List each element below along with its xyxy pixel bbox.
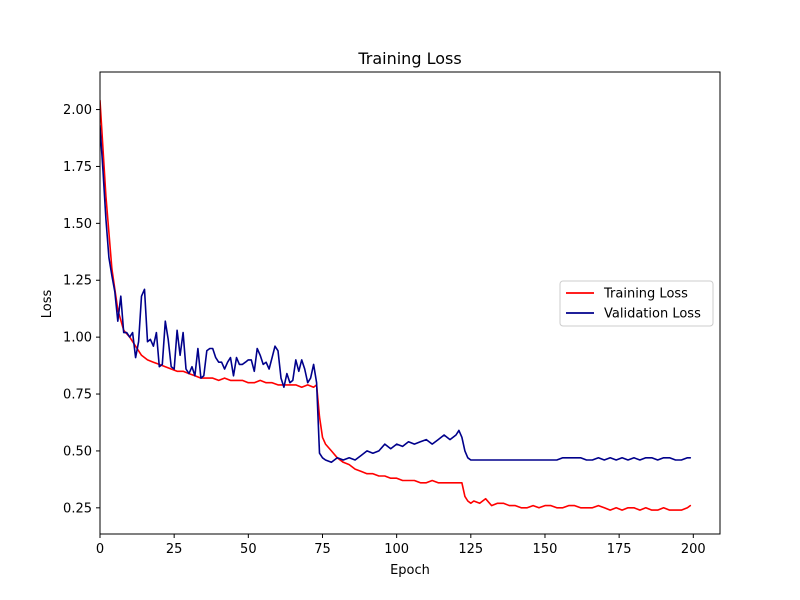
axes-layer: 0 25 50 75 100 125 150 175 200 0.25 0.50 0.75 1.00 1.… — [63, 71, 721, 557]
x-tick-label: 75 — [314, 542, 331, 557]
x-axis-label: Epoch — [390, 563, 430, 578]
legend: Training Loss Validation Loss — [559, 280, 714, 327]
y-tick-label: 1.00 — [63, 331, 92, 346]
chart-title: Training Loss — [357, 49, 461, 68]
y-tick-label: 0.50 — [63, 444, 92, 459]
series-line-training-loss — [100, 99, 692, 511]
y-tick-label: 0.25 — [63, 501, 92, 516]
x-tick-label: 150 — [533, 542, 558, 557]
x-tick-label: 25 — [166, 542, 183, 557]
y-tick-label: 0.75 — [63, 388, 92, 403]
y-tick-label: 1.50 — [63, 217, 92, 232]
x-tick-label: 200 — [681, 542, 706, 557]
y-tick-label: 2.00 — [63, 103, 92, 118]
x-tick-label: 0 — [96, 542, 104, 557]
series-group — [100, 99, 692, 511]
x-tick-label: 125 — [458, 542, 483, 557]
x-tick-label: 100 — [384, 542, 409, 557]
plot-frame — [99, 71, 721, 535]
series-line-validation-loss — [100, 124, 692, 464]
y-axis-label: Loss — [40, 290, 55, 319]
series-layer — [100, 99, 692, 511]
y-tick-label: 1.25 — [63, 274, 92, 289]
x-tick-label: 50 — [240, 542, 257, 557]
legend-label: Training Loss — [603, 287, 688, 302]
x-tick-label: 175 — [607, 542, 632, 557]
legend-label: Validation Loss — [604, 307, 701, 322]
y-tick-label: 1.75 — [63, 160, 92, 175]
legend-box — [559, 280, 714, 327]
